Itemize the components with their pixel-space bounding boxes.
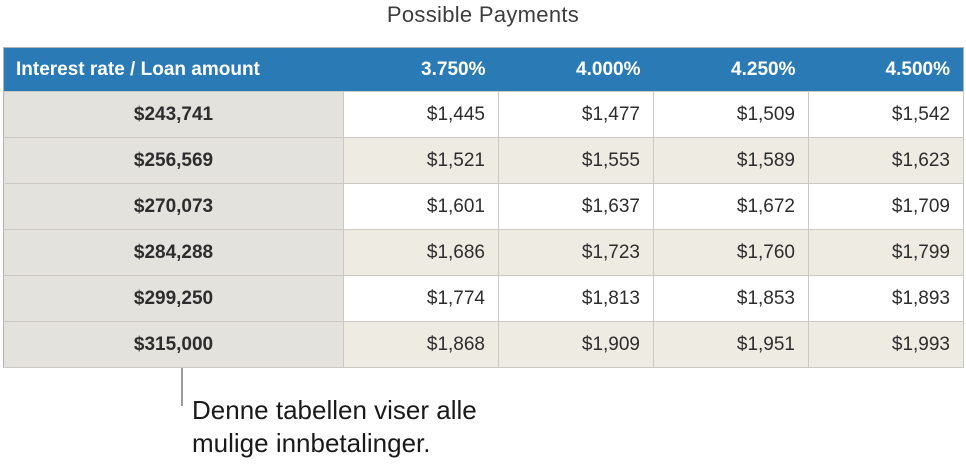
possible-payments-table: Interest rate / Loan amount 3.750% 4.000…: [3, 47, 964, 368]
payment-cell[interactable]: $1,709: [808, 183, 964, 230]
payment-cell[interactable]: $1,637: [498, 183, 654, 230]
payment-cell[interactable]: $1,445: [343, 91, 499, 138]
payment-cell[interactable]: $1,542: [808, 91, 964, 138]
table-body: $243,741 $1,445 $1,477 $1,509 $1,542 $256,569…: [3, 91, 964, 368]
payment-cell[interactable]: $1,868: [343, 321, 499, 368]
rate-header-cell[interactable]: 4.250%: [653, 47, 809, 92]
table-row: $270,073 $1,601 $1,637 $1,672 $1,709: [3, 183, 964, 230]
payment-cell[interactable]: $1,589: [653, 137, 809, 184]
callout-connector-line: [181, 368, 183, 406]
loan-amount-cell[interactable]: $243,741: [3, 91, 344, 138]
table-row: $243,741 $1,445 $1,477 $1,509 $1,542: [3, 91, 964, 138]
payment-cell[interactable]: $1,774: [343, 275, 499, 322]
table-row: $299,250 $1,774 $1,813 $1,853 $1,893: [3, 275, 964, 322]
table-header-row: Interest rate / Loan amount 3.750% 4.000…: [3, 47, 964, 92]
payment-cell[interactable]: $1,813: [498, 275, 654, 322]
table-title: Possible Payments: [386, 2, 580, 27]
payment-cell[interactable]: $1,723: [498, 229, 654, 276]
loan-amount-cell[interactable]: $256,569: [3, 137, 344, 184]
payment-cell[interactable]: $1,477: [498, 91, 654, 138]
callout-text-line: mulige innbetalinger.: [192, 428, 431, 458]
loan-amount-cell[interactable]: $299,250: [3, 275, 344, 322]
table-row: $256,569 $1,521 $1,555 $1,589 $1,623: [3, 137, 964, 184]
payment-cell[interactable]: $1,893: [808, 275, 964, 322]
payment-cell[interactable]: $1,686: [343, 229, 499, 276]
payment-cell[interactable]: $1,509: [653, 91, 809, 138]
loan-amount-cell[interactable]: $270,073: [3, 183, 344, 230]
table-row: $315,000 $1,868 $1,909 $1,951 $1,993: [3, 321, 964, 368]
payment-cell[interactable]: $1,623: [808, 137, 964, 184]
payment-cell[interactable]: $1,853: [653, 275, 809, 322]
rate-header-cell[interactable]: 3.750%: [343, 47, 499, 92]
loan-amount-cell[interactable]: $315,000: [3, 321, 344, 368]
payment-cell[interactable]: $1,555: [498, 137, 654, 184]
payment-cell[interactable]: $1,672: [653, 183, 809, 230]
rate-header-cell[interactable]: 4.000%: [498, 47, 654, 92]
rate-header-cell[interactable]: 4.500%: [808, 47, 964, 92]
table-row: $284,288 $1,686 $1,723 $1,760 $1,799: [3, 229, 964, 276]
payment-cell[interactable]: $1,521: [343, 137, 499, 184]
corner-header-cell[interactable]: Interest rate / Loan amount: [3, 47, 344, 92]
payment-cell[interactable]: $1,760: [653, 229, 809, 276]
loan-amount-cell[interactable]: $284,288: [3, 229, 344, 276]
payment-cell[interactable]: $1,799: [808, 229, 964, 276]
payment-cell[interactable]: $1,993: [808, 321, 964, 368]
payment-cell[interactable]: $1,951: [653, 321, 809, 368]
payment-cell[interactable]: $1,909: [498, 321, 654, 368]
callout-text: Denne tabellen viser alle mulige innbeta…: [192, 394, 477, 460]
callout-text-line: Denne tabellen viser alle: [192, 395, 477, 425]
payment-cell[interactable]: $1,601: [343, 183, 499, 230]
